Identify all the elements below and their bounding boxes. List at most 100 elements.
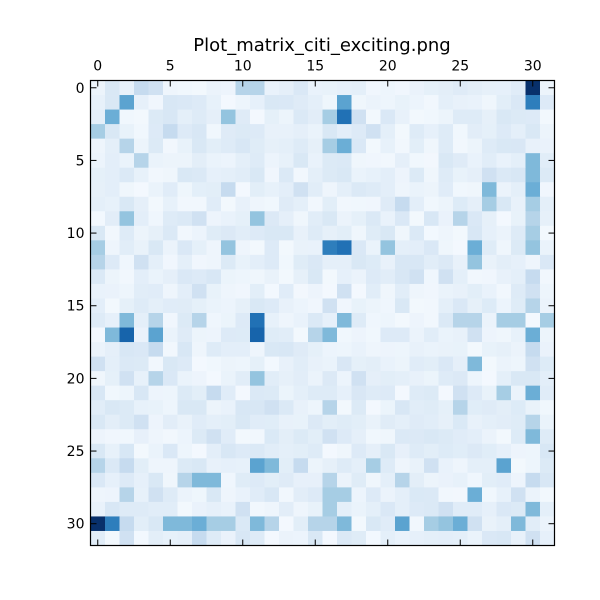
heatmap-cell bbox=[525, 269, 541, 285]
heatmap-cell bbox=[409, 269, 425, 285]
heatmap-cell bbox=[235, 356, 251, 372]
heatmap-cell bbox=[308, 124, 323, 140]
heatmap-cell bbox=[438, 196, 454, 212]
heatmap-cell bbox=[453, 356, 468, 372]
heatmap-cell bbox=[395, 80, 410, 96]
heatmap-cell bbox=[134, 182, 149, 198]
heatmap-cell bbox=[511, 530, 526, 546]
heatmap-cell bbox=[395, 138, 410, 154]
heatmap-cell bbox=[540, 443, 555, 459]
heatmap-cell bbox=[148, 124, 164, 140]
heatmap-cell bbox=[308, 516, 323, 532]
heatmap-cell bbox=[525, 225, 541, 241]
heatmap-cell bbox=[322, 487, 338, 503]
heatmap-cell bbox=[395, 385, 410, 401]
heatmap-cell bbox=[163, 487, 178, 503]
heatmap-cell bbox=[482, 109, 497, 125]
heatmap-cell bbox=[540, 356, 555, 372]
heatmap-cell bbox=[279, 487, 294, 503]
heatmap-cell bbox=[177, 443, 193, 459]
heatmap-cell bbox=[134, 225, 149, 241]
heatmap-cell bbox=[206, 400, 222, 416]
heatmap-cell bbox=[438, 429, 454, 445]
heatmap-cell bbox=[148, 443, 164, 459]
heatmap-cell bbox=[511, 414, 526, 430]
heatmap-cell bbox=[337, 356, 352, 372]
heatmap-cell bbox=[366, 472, 381, 488]
heatmap-cell bbox=[525, 472, 541, 488]
heatmap-cell bbox=[279, 414, 294, 430]
heatmap-cell bbox=[134, 327, 149, 343]
heatmap-cell bbox=[163, 124, 178, 140]
heatmap-cell bbox=[163, 138, 178, 154]
heatmap-cell bbox=[105, 240, 120, 256]
heatmap-cell bbox=[206, 269, 222, 285]
heatmap-cell bbox=[438, 298, 454, 314]
heatmap-cell bbox=[351, 124, 367, 140]
heatmap-cell bbox=[235, 371, 251, 387]
heatmap-cell bbox=[366, 356, 381, 372]
heatmap-cell bbox=[192, 516, 207, 532]
heatmap-cell bbox=[279, 80, 294, 96]
heatmap-cell bbox=[467, 400, 483, 416]
heatmap-cell bbox=[264, 182, 280, 198]
heatmap-cell bbox=[264, 356, 280, 372]
heatmap-cell bbox=[337, 298, 352, 314]
heatmap-cell bbox=[308, 196, 323, 212]
heatmap-cell bbox=[453, 283, 468, 299]
heatmap-cell bbox=[90, 400, 106, 416]
heatmap-cell bbox=[163, 472, 178, 488]
heatmap-cell bbox=[250, 487, 265, 503]
heatmap-cell bbox=[90, 211, 106, 227]
heatmap-cell bbox=[264, 269, 280, 285]
heatmap-cell bbox=[482, 167, 497, 183]
heatmap-cell bbox=[206, 356, 222, 372]
heatmap-cell bbox=[206, 298, 222, 314]
heatmap-cell bbox=[409, 458, 425, 474]
heatmap-cell bbox=[293, 530, 309, 546]
heatmap-cell bbox=[192, 254, 207, 270]
heatmap-cell bbox=[105, 342, 120, 357]
heatmap-cell bbox=[540, 167, 555, 183]
heatmap-cell bbox=[482, 80, 497, 96]
heatmap-cell bbox=[366, 400, 381, 416]
heatmap-cell bbox=[293, 356, 309, 372]
axes: 0 5 10 15 20 25 30 0 5 10 15 20 25 30 bbox=[67, 59, 555, 546]
heatmap-cell bbox=[424, 472, 439, 488]
heatmap-cell bbox=[540, 254, 555, 270]
heatmap-cell bbox=[467, 443, 483, 459]
heatmap-cell bbox=[163, 458, 178, 474]
heatmap-cell bbox=[366, 167, 381, 183]
heatmap-cell bbox=[322, 298, 338, 314]
heatmap-cell bbox=[90, 138, 106, 154]
heatmap-cell bbox=[337, 109, 352, 125]
heatmap-cell bbox=[496, 254, 512, 270]
heatmap-cell bbox=[250, 196, 265, 212]
heatmap-cell bbox=[511, 356, 526, 372]
heatmap-cell bbox=[206, 516, 222, 532]
heatmap-cell bbox=[525, 80, 541, 96]
heatmap-cell bbox=[235, 269, 251, 285]
heatmap-cell bbox=[206, 167, 222, 183]
heatmap-cell bbox=[119, 138, 135, 154]
heatmap-cell bbox=[119, 254, 135, 270]
heatmap-cell bbox=[438, 240, 454, 256]
heatmap-cell bbox=[380, 327, 396, 343]
heatmap-cell bbox=[134, 109, 149, 125]
heatmap-cell bbox=[119, 225, 135, 241]
heatmap-cell bbox=[90, 472, 106, 488]
heatmap-cell bbox=[395, 240, 410, 256]
heatmap-cell bbox=[424, 138, 439, 154]
heatmap-cell bbox=[525, 458, 541, 474]
heatmap-cell bbox=[308, 414, 323, 430]
heatmap-cell bbox=[308, 269, 323, 285]
heatmap-cell bbox=[395, 211, 410, 227]
heatmap-cell bbox=[105, 385, 120, 401]
heatmap-cell bbox=[482, 124, 497, 140]
heatmap-cell bbox=[192, 443, 207, 459]
heatmap-cell bbox=[119, 211, 135, 227]
heatmap-cell bbox=[293, 313, 309, 328]
heatmap-cell bbox=[366, 313, 381, 328]
heatmap-cell bbox=[351, 530, 367, 546]
heatmap-cell bbox=[250, 327, 265, 343]
